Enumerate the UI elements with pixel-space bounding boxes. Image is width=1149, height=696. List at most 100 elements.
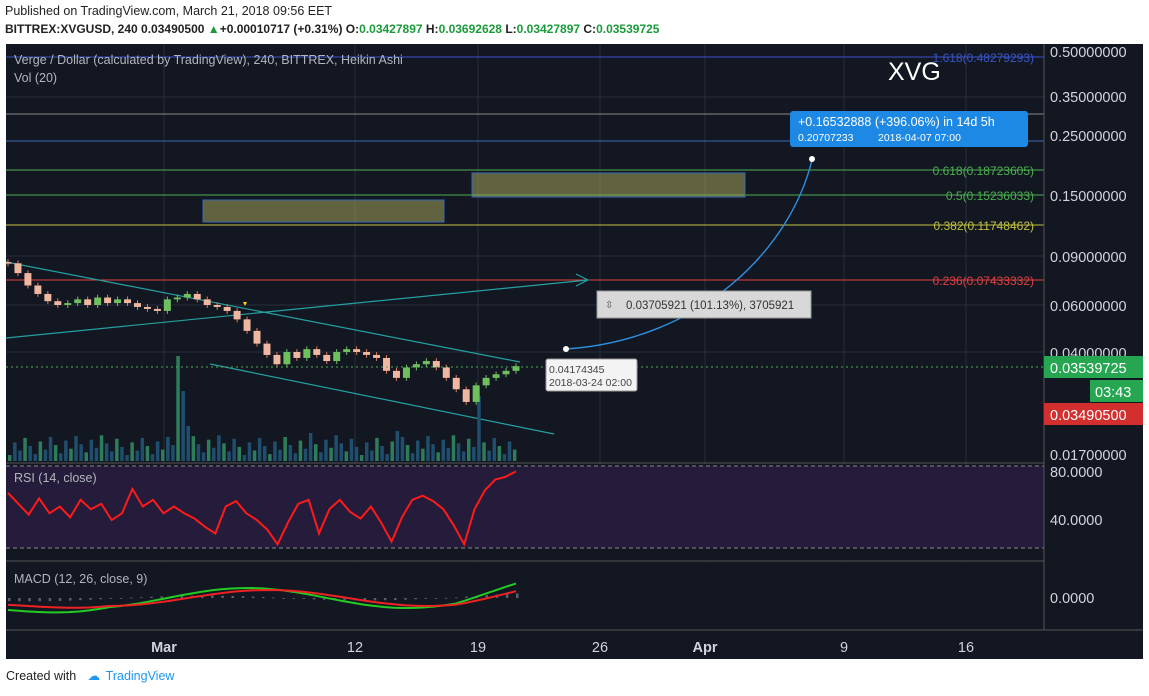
symbol: BITTREX:XVGUSD, 240 [5, 22, 138, 36]
tradingview-logo-icon[interactable]: ☁ [87, 669, 101, 683]
candle-body [462, 389, 470, 402]
volume-bar [130, 442, 134, 461]
footer-created: Created with [6, 669, 77, 683]
volume-bar [252, 450, 257, 461]
time-axis[interactable] [6, 630, 1143, 659]
candle-body [233, 310, 241, 320]
volume-bar [196, 444, 201, 461]
trendline-lower[interactable] [209, 363, 555, 435]
chart-area[interactable]: 1.618(0.48279293) 0.618(0.18723605) 0.5(… [4, 44, 1143, 659]
trendline-arrow[interactable] [5, 279, 589, 339]
high-value: 0.03692628 [438, 22, 502, 36]
macd-hist-bar [414, 598, 417, 600]
volume-bar [308, 433, 313, 461]
candle-body [84, 299, 92, 305]
candle-body [243, 319, 251, 331]
footer-brand[interactable]: TradingView [105, 669, 175, 683]
volume-bar [375, 437, 379, 461]
volume-bar [319, 452, 323, 461]
candle-body [153, 308, 161, 311]
chart-svg[interactable]: 1.618(0.48279293) 0.618(0.18723605) 0.5(… [4, 44, 1143, 659]
candle-body [502, 370, 510, 375]
macd-hist-bar [89, 598, 92, 600]
candle-body [94, 297, 102, 305]
volume-bar [237, 446, 241, 461]
macd-hist-bar [444, 597, 448, 599]
candle-body [422, 361, 430, 365]
macd-hist-bar [363, 598, 367, 601]
candle-body [4, 262, 12, 264]
projection-end-point[interactable] [809, 156, 815, 162]
price-label-0017: 0.01700000 [1050, 448, 1127, 464]
projection-start-point[interactable] [563, 346, 569, 352]
price-pane[interactable] [6, 44, 1044, 463]
macd-hist-bar [455, 597, 458, 599]
macd-hist-bar [465, 596, 468, 598]
candle-body [14, 263, 22, 274]
volume-bar [349, 438, 354, 461]
candle-body [402, 367, 410, 378]
candle-body [432, 361, 440, 368]
macd-hist-bar [211, 595, 214, 598]
volume-bar [125, 455, 129, 461]
measure-text: 0.03705921 (101.13%), 3705921 [626, 300, 794, 312]
candle-body [253, 330, 261, 344]
volume-bar [74, 436, 78, 461]
countdown-value: 03:43 [1095, 385, 1131, 401]
volume-bar [421, 448, 425, 461]
footer: Created with ☁ TradingView [6, 668, 174, 683]
candle-body [213, 305, 221, 307]
candle-body [223, 306, 231, 311]
volume-bar [79, 444, 83, 461]
time-label-19: 19 [470, 640, 486, 656]
volume-bar [206, 439, 211, 461]
candle-body [263, 343, 271, 355]
last-price-value: 0.03490500 [1050, 408, 1127, 424]
volume-bars [8, 356, 517, 461]
macd-hist-bar [485, 595, 489, 598]
candle-body [343, 349, 351, 352]
time-label-apr: Apr [693, 640, 718, 656]
chart-title: Verge / Dollar (calculated by TradingVie… [14, 53, 403, 67]
zone-rectangle-1[interactable] [202, 199, 445, 223]
macd-hist-bar [302, 598, 306, 599]
volume-bar [115, 438, 119, 461]
macd-hist-bar [79, 598, 82, 601]
volume-bar [59, 453, 63, 461]
measure-box[interactable] [596, 290, 812, 319]
macd-hist-bar [404, 598, 407, 600]
projection-box[interactable] [790, 111, 1028, 147]
candle-body [163, 299, 171, 311]
macd-hist-bar [292, 598, 295, 599]
macd-hist-bar [231, 595, 235, 598]
candle-body [44, 293, 52, 302]
volume-bar [120, 446, 124, 461]
volume-bar [451, 435, 456, 461]
macd-hist-bar [160, 596, 163, 598]
price-label-025: 0.25000000 [1050, 129, 1127, 145]
macd-hist-bar [48, 598, 52, 602]
candle-body [313, 349, 321, 355]
volume-bar [222, 443, 226, 461]
volume-bar [18, 450, 22, 461]
projection-curve[interactable] [565, 159, 813, 350]
zone-rectangle-2[interactable] [471, 172, 746, 198]
volume-bar [512, 449, 517, 461]
close-value: 0.03539725 [596, 22, 660, 36]
change: +0.00010717 (+0.31%) [219, 22, 343, 36]
macd-hist-bar [383, 598, 387, 601]
price-axis[interactable] [1044, 44, 1143, 630]
candle-body [273, 354, 281, 365]
last-price-tag [1044, 403, 1143, 425]
rsi-level-40: 40.0000 [1050, 513, 1102, 529]
volume-bar [28, 446, 32, 461]
volume-bar [436, 452, 440, 461]
volume-bar [186, 426, 190, 461]
candle-body [512, 366, 520, 371]
macd-pane[interactable] [6, 562, 1044, 630]
candle-body [333, 352, 341, 362]
point-label-box[interactable] [545, 358, 638, 392]
volume-bar [314, 444, 318, 461]
volume-bar [431, 444, 435, 461]
volume-bar [426, 436, 430, 461]
